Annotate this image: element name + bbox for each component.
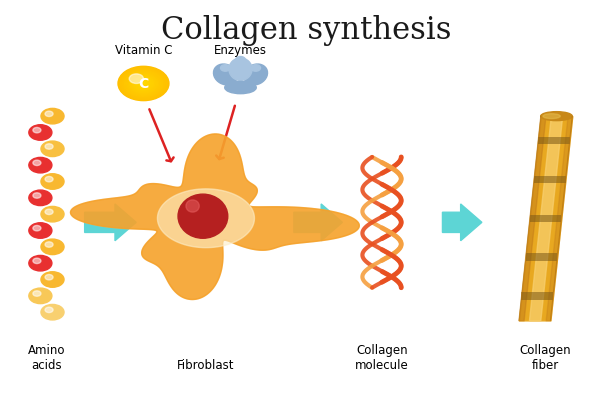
Polygon shape [70,135,359,300]
Circle shape [45,242,53,248]
Ellipse shape [229,59,252,81]
Circle shape [45,275,53,280]
Circle shape [119,68,168,100]
Circle shape [29,191,52,206]
Circle shape [41,174,64,190]
FancyArrow shape [534,176,565,184]
Circle shape [123,71,164,98]
FancyArrow shape [294,204,342,241]
Circle shape [33,226,41,231]
Circle shape [45,112,53,117]
Circle shape [45,145,53,150]
Ellipse shape [214,65,237,86]
Circle shape [118,67,169,101]
Ellipse shape [540,112,572,121]
Circle shape [131,76,156,93]
FancyArrow shape [526,254,557,261]
Circle shape [142,83,144,85]
FancyArrow shape [521,292,553,300]
Circle shape [33,161,41,166]
Circle shape [33,259,41,264]
Text: Collagen
fiber: Collagen fiber [520,344,572,372]
Circle shape [41,305,64,320]
Text: C: C [138,77,149,91]
Circle shape [130,75,157,94]
Circle shape [29,126,52,141]
Circle shape [45,177,53,183]
Ellipse shape [186,200,200,213]
Circle shape [236,57,245,64]
Circle shape [41,240,64,255]
Circle shape [122,70,165,99]
FancyArrow shape [84,204,136,241]
Ellipse shape [225,82,256,95]
Circle shape [127,73,160,95]
Circle shape [33,128,41,133]
Text: Collagen synthesis: Collagen synthesis [161,15,451,46]
Circle shape [137,80,150,88]
Circle shape [124,71,163,97]
FancyArrow shape [530,215,561,222]
Circle shape [41,207,64,222]
Circle shape [33,291,41,297]
Circle shape [33,193,41,199]
FancyArrow shape [538,138,570,145]
Circle shape [45,307,53,313]
Circle shape [251,66,261,72]
Circle shape [136,79,151,89]
Text: Collagen
molecule: Collagen molecule [355,344,409,372]
Circle shape [41,109,64,125]
Text: Enzymes: Enzymes [214,44,267,57]
Polygon shape [157,190,255,248]
Text: Fibroblast: Fibroblast [177,358,234,372]
Circle shape [121,69,166,100]
Circle shape [41,272,64,287]
Circle shape [29,223,52,239]
Circle shape [132,76,155,92]
Polygon shape [70,135,359,300]
Circle shape [138,81,149,88]
Text: Vitamin C: Vitamin C [114,44,172,57]
Ellipse shape [543,114,560,119]
Ellipse shape [178,195,228,239]
Circle shape [133,78,154,91]
Ellipse shape [244,65,267,86]
Circle shape [45,210,53,215]
Circle shape [29,288,52,304]
Circle shape [135,78,152,90]
Circle shape [29,158,52,173]
Text: Amino
acids: Amino acids [28,344,65,372]
Circle shape [129,75,143,84]
Circle shape [141,83,146,86]
FancyArrow shape [442,204,482,241]
Circle shape [129,74,159,95]
Circle shape [41,142,64,157]
Circle shape [140,82,147,87]
Circle shape [29,256,52,271]
Circle shape [220,66,230,72]
Circle shape [125,72,162,96]
